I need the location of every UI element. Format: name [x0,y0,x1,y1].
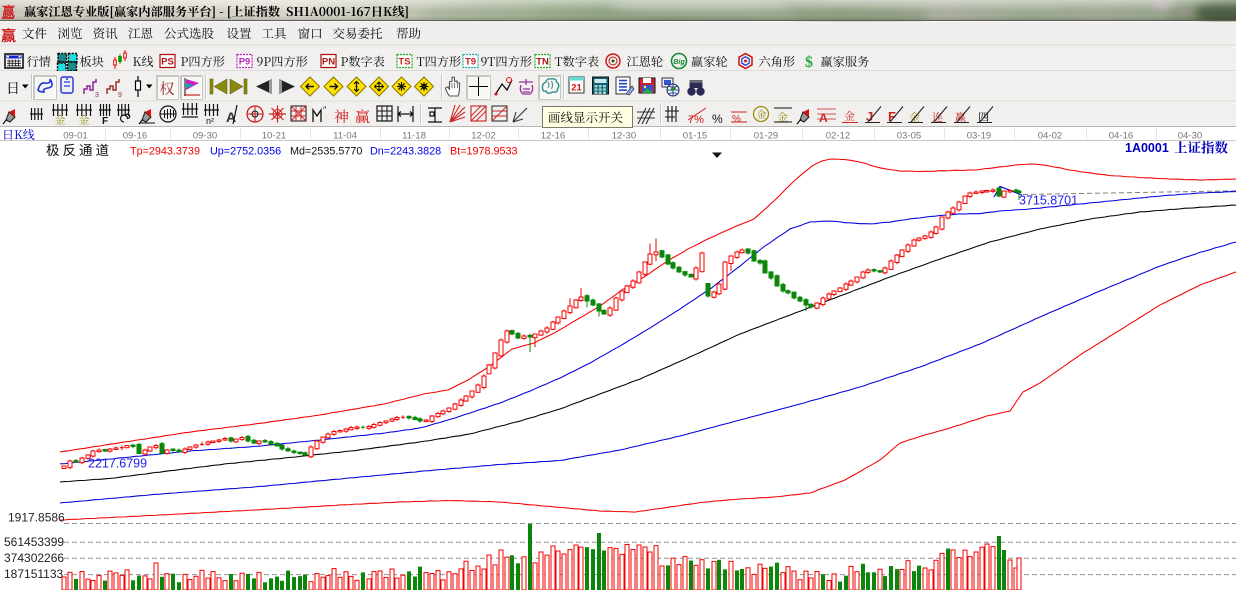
svg-text:Bt=1978.9533: Bt=1978.9533 [450,146,518,158]
svg-text:01-15: 01-15 [683,131,708,142]
svg-text:9: 9 [118,92,122,99]
svg-text:%: % [732,114,741,125]
svg-text:3715.8701: 3715.8701 [1019,194,1078,208]
svg-text:PN: PN [322,57,335,68]
svg-text:03-05: 03-05 [897,131,922,142]
svg-text:01-29: 01-29 [754,131,779,142]
svg-text:09-30: 09-30 [193,131,218,142]
svg-text:2217.6799: 2217.6799 [88,457,147,471]
svg-text:F: F [102,116,108,127]
svg-text:n²: n² [206,116,214,126]
svg-text:10-21: 10-21 [262,131,287,142]
svg-text:Dn=2243.3828: Dn=2243.3828 [370,146,441,158]
svg-text:04-02: 04-02 [1038,131,1063,142]
svg-text:7%: 7% [688,114,704,126]
svg-text:Md=2535.5770: Md=2535.5770 [290,146,362,158]
svg-text:J: J [866,109,873,124]
svg-text:T9: T9 [465,57,476,68]
svg-text:$: $ [805,54,813,71]
svg-text:A: A [226,109,236,125]
svg-text:04-16: 04-16 [1109,131,1134,142]
svg-text:A: A [819,111,828,125]
svg-text:PS: PS [161,57,174,68]
svg-text:12-16: 12-16 [541,131,566,142]
svg-text:561453399: 561453399 [4,535,64,549]
svg-text:04-30: 04-30 [1178,131,1203,142]
svg-text:374302266: 374302266 [4,551,64,565]
svg-text:TN: TN [536,57,549,68]
svg-text:187151133: 187151133 [4,567,64,581]
svg-text:3: 3 [95,92,99,99]
svg-text:TS: TS [398,57,410,68]
svg-text:F: F [888,109,896,124]
svg-text:%: % [712,112,723,126]
svg-text:Big: Big [673,59,685,66]
svg-text:Tp=2943.3739: Tp=2943.3739 [130,146,200,158]
svg-text:09-16: 09-16 [123,131,148,142]
svg-text:P9: P9 [239,57,251,68]
svg-text:Up=2752.0356: Up=2752.0356 [210,146,281,158]
svg-text:11-04: 11-04 [333,131,357,142]
svg-text:03-19: 03-19 [967,131,992,142]
svg-text:1917.8586: 1917.8586 [8,511,65,525]
svg-text:12-02: 12-02 [471,131,496,142]
svg-text:11-18: 11-18 [402,131,426,142]
svg-text:21: 21 [571,83,582,94]
svg-text:12-30: 12-30 [612,131,637,142]
svg-text:1A0001: 1A0001 [1125,141,1169,155]
svg-text:09-01: 09-01 [63,131,88,142]
svg-text:″: ″ [323,105,327,115]
svg-text:02-12: 02-12 [826,131,851,142]
